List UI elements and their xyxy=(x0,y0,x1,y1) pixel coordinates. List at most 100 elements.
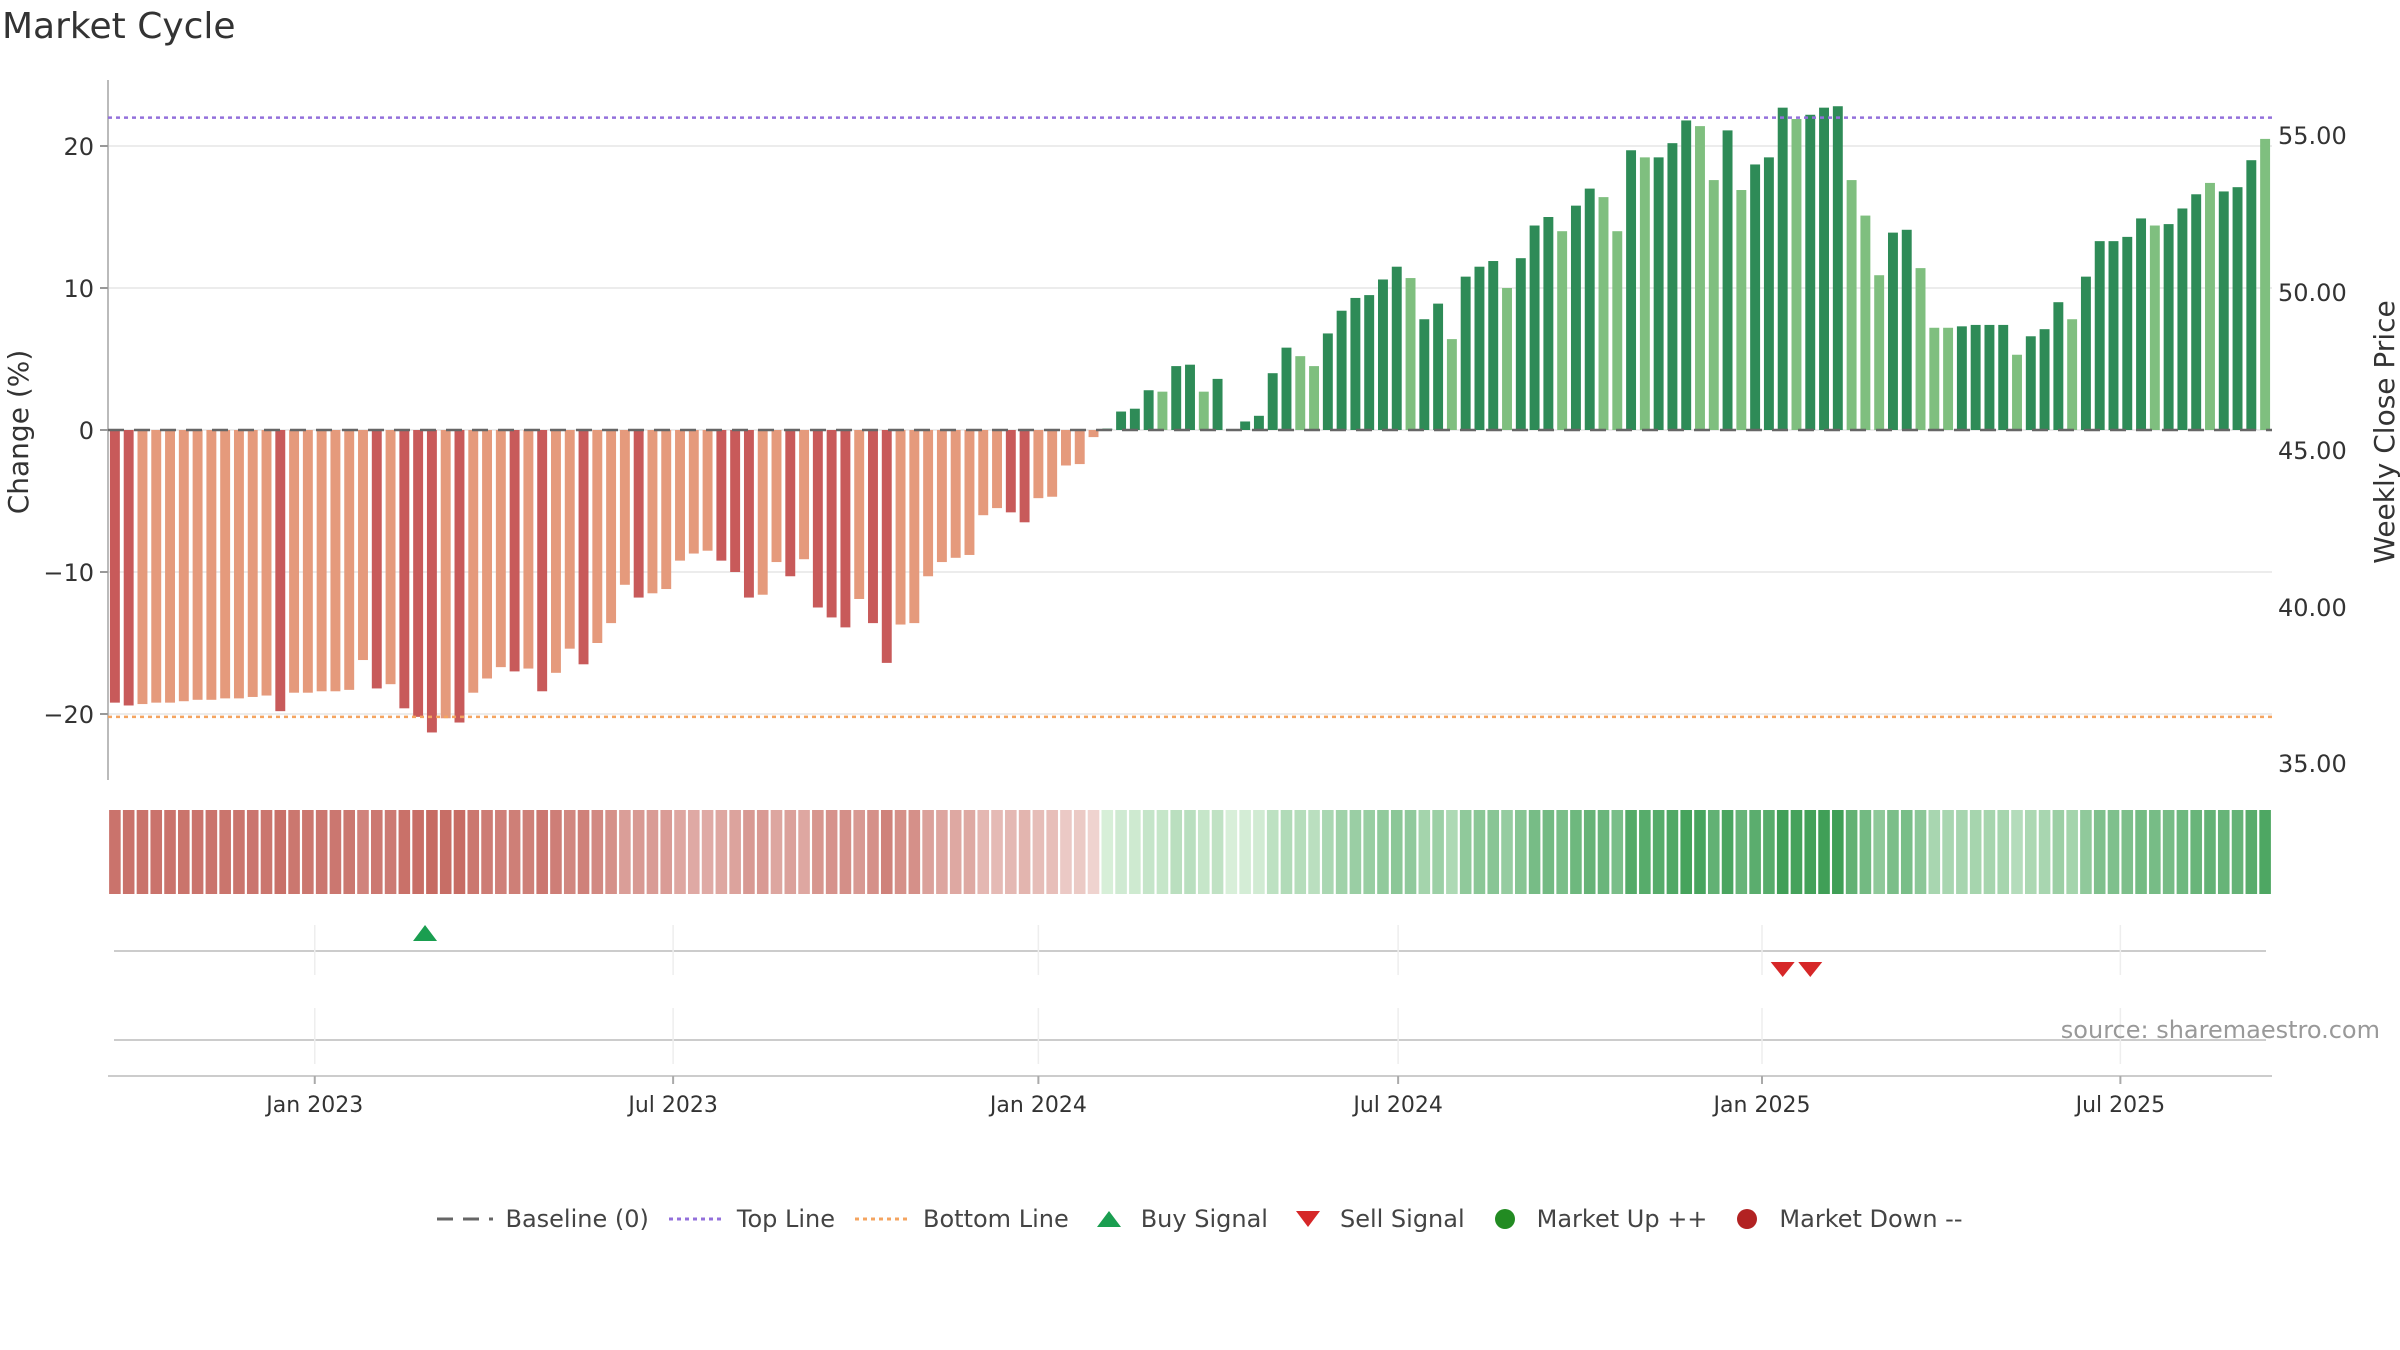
legend-item-baseline: Baseline (0) xyxy=(437,1205,649,1233)
heat-cell xyxy=(963,810,976,894)
bar xyxy=(854,430,865,599)
heat-cell xyxy=(2245,810,2258,894)
buy-signal-marker xyxy=(413,925,438,941)
heat-cell xyxy=(1073,810,1086,894)
heat-cell xyxy=(246,810,259,894)
heat-cell xyxy=(1239,810,1251,894)
heat-cell xyxy=(1308,810,1320,894)
bar xyxy=(1515,258,1526,430)
bar xyxy=(509,430,520,672)
y2-tick-label: 55.00 xyxy=(2278,122,2347,150)
y-tick-label: −10 xyxy=(43,559,94,587)
heat-cell xyxy=(1197,810,1210,894)
bar xyxy=(950,430,961,558)
bar xyxy=(2149,225,2160,430)
heat-cell xyxy=(2149,810,2161,894)
heat-cell xyxy=(2121,810,2134,894)
heat-cell xyxy=(384,810,397,894)
bar xyxy=(123,430,134,706)
dotted-line-icon xyxy=(668,1217,725,1221)
heat-cell xyxy=(1597,810,1610,894)
bar xyxy=(385,430,396,685)
heat-cell xyxy=(150,810,163,894)
bar xyxy=(909,430,920,624)
legend-label-bottom-line: Bottom Line xyxy=(923,1205,1069,1233)
bar xyxy=(1970,324,1981,430)
heat-cell xyxy=(825,810,838,894)
bar xyxy=(1047,430,1058,497)
heat-cell xyxy=(398,810,411,894)
heat-cell xyxy=(660,810,673,894)
heat-cell xyxy=(1101,810,1114,894)
bar xyxy=(2039,329,2050,430)
heat-cell xyxy=(315,810,328,894)
bar xyxy=(1171,366,1182,430)
bar xyxy=(206,430,217,700)
legend-label-market-up: Market Up ++ xyxy=(1536,1205,1708,1233)
bar xyxy=(1639,157,1650,431)
heat-cell xyxy=(1542,810,1555,894)
bar xyxy=(302,430,313,693)
bar xyxy=(840,430,851,628)
heat-cell xyxy=(233,810,245,894)
bar xyxy=(2218,191,2229,430)
heat-cell xyxy=(2038,810,2051,894)
bar xyxy=(1681,120,1692,430)
heat-cell xyxy=(1515,810,1527,894)
bar xyxy=(1901,229,1912,430)
heat-cell xyxy=(495,810,507,894)
heat-cell xyxy=(1060,810,1072,894)
heat-cell xyxy=(1928,810,1941,894)
bar xyxy=(1626,150,1637,430)
bar xyxy=(2025,336,2036,430)
bar xyxy=(1653,157,1664,431)
legend-label-market-down: Market Down -- xyxy=(1779,1205,1963,1233)
bar xyxy=(1309,366,1320,430)
bar xyxy=(647,430,658,594)
legend-label-baseline: Baseline (0) xyxy=(505,1205,649,1233)
bar xyxy=(1033,430,1044,499)
heat-cell xyxy=(1170,810,1183,894)
bar xyxy=(1984,324,1995,430)
heat-cell xyxy=(122,810,135,894)
heat-cell xyxy=(1818,810,1830,894)
bar xyxy=(936,430,947,563)
bar xyxy=(1722,130,1733,430)
heat-cell xyxy=(2135,810,2147,894)
bar xyxy=(619,430,630,585)
heat-cell xyxy=(536,810,548,894)
bar xyxy=(1129,408,1140,430)
bar xyxy=(1832,106,1843,431)
heat-cell xyxy=(1721,810,1734,894)
heat-cell xyxy=(1280,810,1293,894)
heat-cell xyxy=(591,810,604,894)
heat-cell xyxy=(674,810,686,894)
x-tick-label: Jan 2024 xyxy=(988,1093,1087,1118)
bar xyxy=(1143,390,1154,430)
heat-cell xyxy=(2052,810,2065,894)
bar xyxy=(826,430,837,618)
bar xyxy=(785,430,796,577)
heat-cell xyxy=(2231,810,2244,894)
bar xyxy=(2136,218,2147,430)
bar xyxy=(2205,182,2215,430)
heat-cell xyxy=(274,810,287,894)
y-tick-label: 0 xyxy=(79,417,94,445)
heat-cell xyxy=(756,810,769,894)
heat-cell xyxy=(1735,810,1748,894)
bar xyxy=(2232,187,2243,430)
bar xyxy=(606,430,617,624)
heat-cell xyxy=(1335,810,1348,894)
heat-cell xyxy=(1156,810,1169,894)
source-note: source: sharemaestro.com xyxy=(2060,1016,2380,1044)
heat-cell xyxy=(1942,810,1954,894)
heat-cell xyxy=(1501,810,1513,894)
heat-cell xyxy=(867,810,879,894)
bar xyxy=(592,430,603,643)
bar xyxy=(495,430,506,668)
heat-cell xyxy=(949,810,962,894)
heat-cell xyxy=(894,810,907,894)
heat-cell xyxy=(2011,810,2023,894)
heat-cell xyxy=(136,810,149,894)
heat-cell xyxy=(1253,810,1265,894)
